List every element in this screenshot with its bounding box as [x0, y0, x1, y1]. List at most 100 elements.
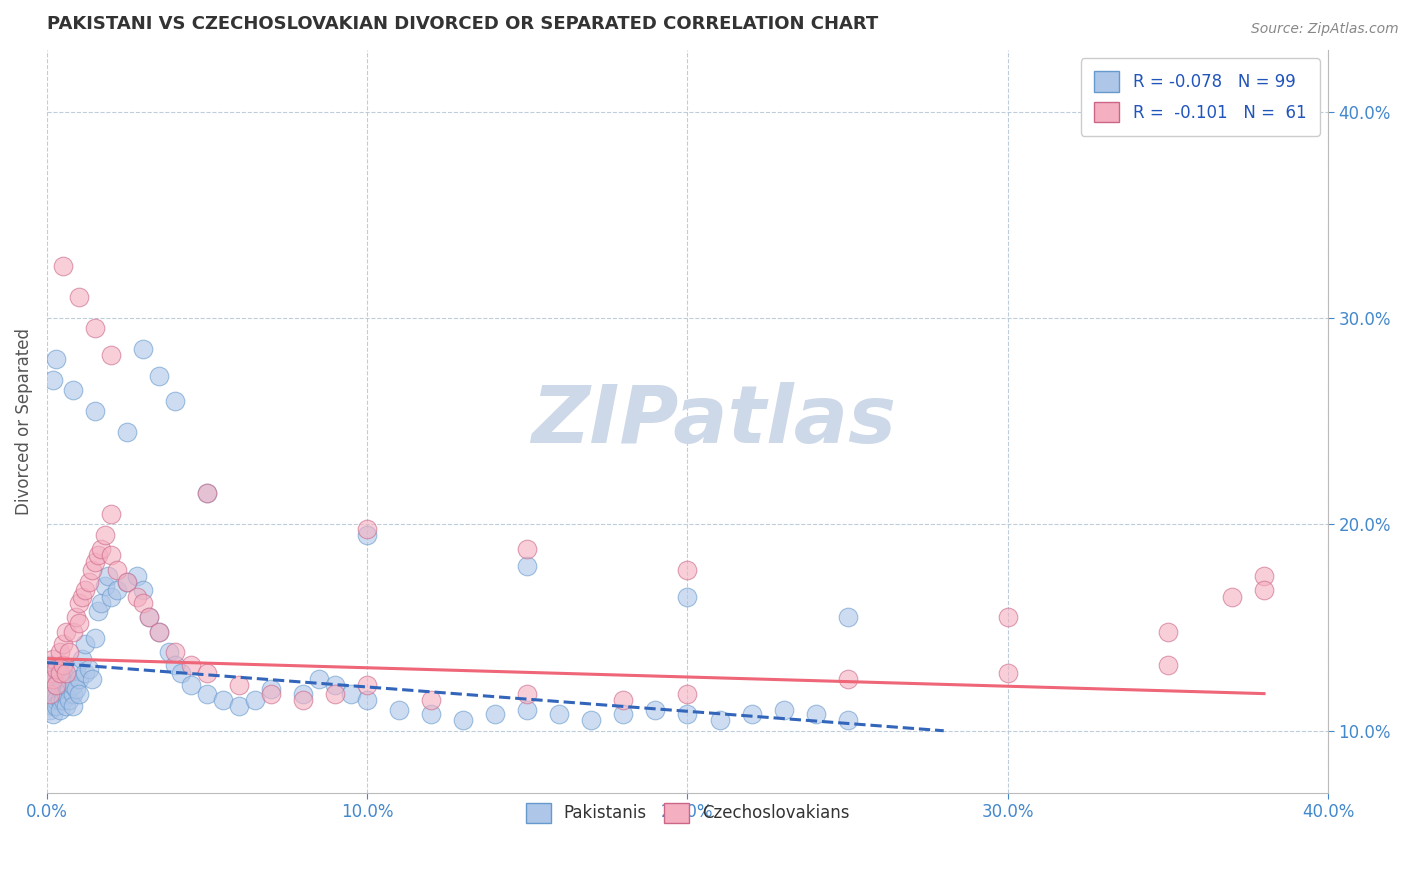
- Point: [58, 682, 80, 697]
- Point: [39, 687, 62, 701]
- Point: [80, 563, 103, 577]
- Point: [48, 672, 70, 686]
- Point: [308, 672, 330, 686]
- Point: [55, 687, 77, 701]
- Point: [612, 693, 634, 707]
- Point: [581, 714, 603, 728]
- Point: [115, 425, 138, 439]
- Point: [115, 575, 138, 590]
- Point: [1157, 657, 1180, 672]
- Point: [97, 569, 120, 583]
- Point: [62, 678, 84, 692]
- Point: [125, 569, 148, 583]
- Point: [65, 662, 87, 676]
- Point: [388, 703, 411, 717]
- Point: [292, 693, 315, 707]
- Point: [837, 714, 859, 728]
- Point: [100, 549, 122, 563]
- Point: [39, 672, 62, 686]
- Point: [138, 610, 160, 624]
- Point: [516, 703, 538, 717]
- Point: [484, 707, 506, 722]
- Point: [52, 693, 75, 707]
- Point: [45, 678, 67, 692]
- Point: [1157, 624, 1180, 639]
- Point: [84, 321, 107, 335]
- Point: [52, 260, 75, 274]
- Point: [80, 672, 103, 686]
- Point: [52, 662, 75, 676]
- Point: [676, 707, 699, 722]
- Point: [772, 703, 794, 717]
- Point: [228, 678, 250, 692]
- Point: [42, 672, 65, 686]
- Point: [90, 596, 112, 610]
- Point: [93, 527, 115, 541]
- Point: [356, 522, 378, 536]
- Point: [132, 342, 155, 356]
- Text: PAKISTANI VS CZECHOSLOVAKIAN DIVORCED OR SEPARATED CORRELATION CHART: PAKISTANI VS CZECHOSLOVAKIAN DIVORCED OR…: [46, 15, 879, 33]
- Point: [42, 687, 65, 701]
- Point: [87, 604, 110, 618]
- Point: [243, 693, 266, 707]
- Point: [58, 693, 80, 707]
- Point: [42, 662, 65, 676]
- Point: [997, 665, 1019, 680]
- Point: [45, 665, 67, 680]
- Point: [163, 645, 186, 659]
- Point: [45, 662, 67, 676]
- Point: [75, 637, 97, 651]
- Point: [48, 665, 70, 680]
- Point: [1253, 569, 1275, 583]
- Point: [52, 657, 75, 672]
- Point: [55, 672, 77, 686]
- Point: [125, 590, 148, 604]
- Point: [212, 693, 235, 707]
- Point: [804, 707, 827, 722]
- Point: [87, 549, 110, 563]
- Point: [356, 693, 378, 707]
- Point: [42, 698, 65, 713]
- Point: [65, 610, 87, 624]
- Point: [84, 631, 107, 645]
- Point: [48, 682, 70, 697]
- Point: [516, 542, 538, 557]
- Point: [42, 693, 65, 707]
- Point: [45, 687, 67, 701]
- Point: [39, 665, 62, 680]
- Point: [58, 645, 80, 659]
- Point: [67, 596, 90, 610]
- Point: [45, 678, 67, 692]
- Point: [62, 384, 84, 398]
- Point: [39, 687, 62, 701]
- Point: [75, 583, 97, 598]
- Point: [837, 672, 859, 686]
- Point: [39, 693, 62, 707]
- Point: [93, 579, 115, 593]
- Point: [148, 624, 170, 639]
- Point: [55, 665, 77, 680]
- Point: [84, 555, 107, 569]
- Point: [260, 687, 283, 701]
- Point: [75, 665, 97, 680]
- Point: [62, 687, 84, 701]
- Point: [55, 698, 77, 713]
- Point: [644, 703, 666, 717]
- Point: [356, 678, 378, 692]
- Point: [180, 657, 202, 672]
- Point: [39, 665, 62, 680]
- Legend: Pakistanis, Czechoslovakians: Pakistanis, Czechoslovakians: [512, 789, 863, 837]
- Point: [709, 714, 731, 728]
- Point: [62, 698, 84, 713]
- Point: [356, 527, 378, 541]
- Point: [323, 678, 346, 692]
- Point: [39, 678, 62, 692]
- Point: [45, 698, 67, 713]
- Point: [340, 687, 363, 701]
- Point: [70, 590, 93, 604]
- Point: [676, 590, 699, 604]
- Point: [70, 651, 93, 665]
- Point: [292, 687, 315, 701]
- Point: [420, 693, 443, 707]
- Point: [100, 507, 122, 521]
